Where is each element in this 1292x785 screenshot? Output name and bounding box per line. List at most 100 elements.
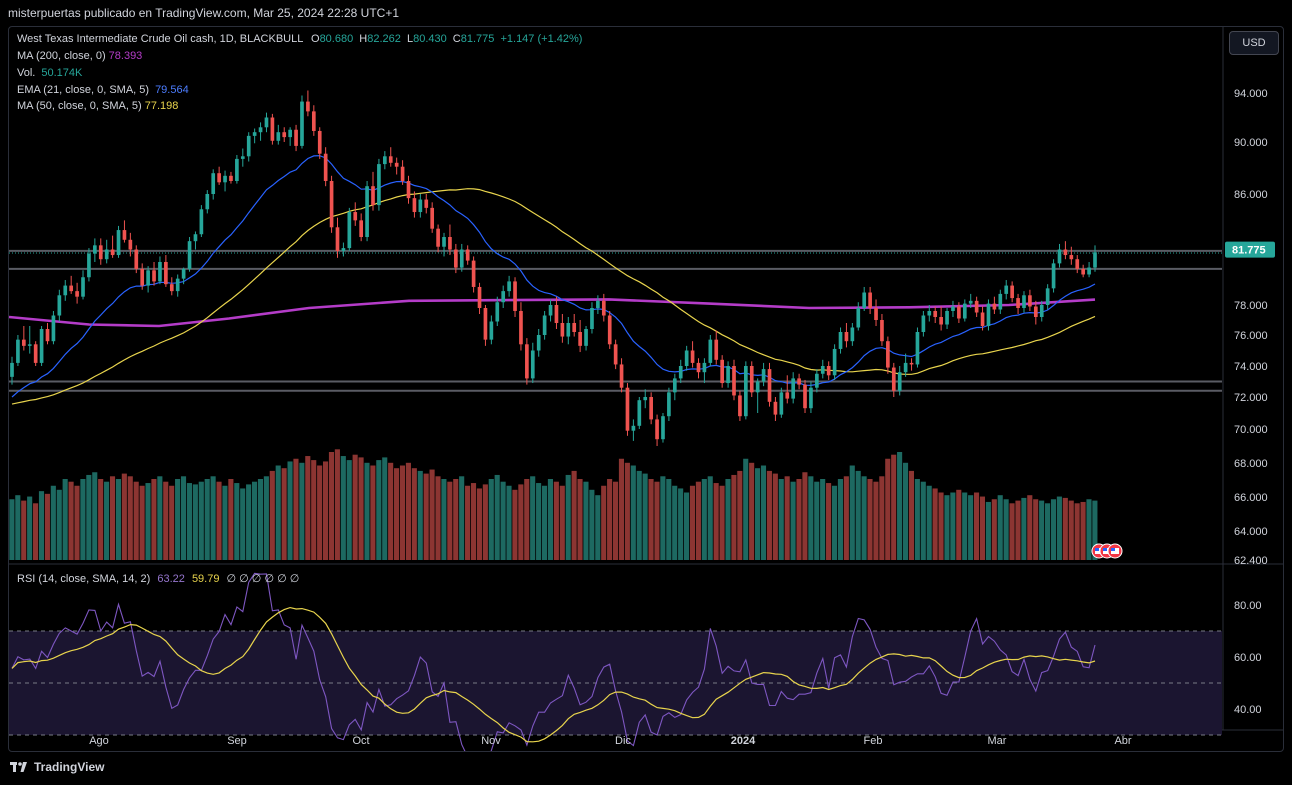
candle (252, 128, 257, 144)
candle-body (424, 199, 429, 208)
volume-bar (186, 483, 192, 560)
chart-canvas[interactable]: 94.000 90.000 86.000 78.000 76.000 74.000 72.0… (9, 27, 1283, 751)
currency-button[interactable]: USD (1229, 31, 1279, 55)
candle-body (98, 245, 103, 260)
candle (962, 299, 967, 322)
candle-body (483, 308, 488, 340)
volume-bar (269, 470, 275, 560)
volume-bar (104, 481, 110, 560)
candle (240, 148, 245, 167)
volume-bar (1044, 503, 1051, 560)
volume-bar (68, 481, 74, 560)
candle-body (311, 111, 316, 131)
candle (430, 202, 435, 233)
candle-body (649, 397, 653, 420)
volume-legend[interactable]: Vol. 50.174K (17, 65, 82, 82)
candle-body (122, 230, 127, 240)
volume-bar (707, 476, 713, 560)
footer-brand[interactable]: TradingView (10, 760, 104, 774)
candle-body (1016, 298, 1020, 308)
ema21-legend[interactable]: EMA (21, close, 0, SMA, 5) 79.564 (17, 82, 189, 99)
time-tick-label: Mar (988, 735, 1007, 747)
volume-bar (873, 481, 879, 560)
candle (927, 305, 932, 322)
candle-body (886, 341, 890, 368)
candle-body (767, 369, 772, 402)
volume-bar (512, 489, 518, 560)
candle (803, 379, 807, 413)
candle (744, 361, 748, 420)
candle-body (365, 186, 369, 238)
candle-body (329, 181, 334, 228)
candle (974, 296, 979, 317)
volume-bar (826, 483, 832, 560)
candle-body (211, 173, 216, 194)
candle-body (217, 173, 221, 183)
candle (400, 160, 405, 185)
volume-bar (121, 473, 127, 560)
volume-bar (784, 476, 790, 560)
candle-body (1004, 285, 1009, 294)
candle-body (779, 392, 784, 415)
candle-body (235, 158, 239, 181)
candle (246, 132, 251, 162)
volume-bar (660, 476, 666, 560)
candle-body (945, 311, 949, 325)
candle-body (300, 101, 304, 146)
candle (649, 392, 653, 425)
volume-bar (997, 495, 1003, 560)
rsi-tick-label: 60.00 (1234, 652, 1262, 664)
volume-bar (820, 479, 826, 560)
rsi-legend[interactable]: RSI (14, close, SMA, 14, 2) 63.22 59.79 … (17, 571, 299, 588)
ma50-label: MA (50, close, 0, SMA, 5) (17, 100, 142, 112)
volume-bar (133, 481, 139, 560)
candle (584, 326, 588, 351)
candle-body (104, 249, 109, 260)
candle-body (720, 359, 724, 384)
volume-bar (305, 456, 311, 560)
rsi-tick-label: 80.00 (1234, 600, 1262, 612)
candle-body (809, 387, 813, 409)
candle (317, 127, 322, 159)
candle (797, 373, 801, 390)
volume-bar (500, 481, 506, 560)
volume-bar (358, 457, 364, 560)
candle-body (181, 268, 186, 279)
volume-bar (725, 479, 731, 560)
volume-bar (470, 483, 477, 560)
candle (856, 302, 861, 331)
volume-bar (1003, 499, 1009, 560)
volume-bar (322, 461, 329, 560)
candle-body (87, 253, 91, 278)
volume-bar (62, 479, 68, 560)
candle (702, 358, 707, 384)
volume-bar (453, 479, 459, 560)
candle-body (957, 306, 961, 319)
candle (489, 315, 494, 345)
candle-body (323, 153, 328, 181)
volume-bar (1050, 499, 1057, 560)
ma200-value: 78.393 (108, 50, 143, 62)
volume-bar (157, 476, 163, 560)
candle-body (791, 378, 796, 399)
volume-bar (56, 489, 62, 560)
candle (560, 314, 565, 343)
volume-bar (352, 454, 358, 560)
volume-bar (618, 458, 625, 560)
price-tick-label: 70.000 (1234, 424, 1268, 436)
chart-frame[interactable]: 94.000 90.000 86.000 78.000 76.000 74.000 72.0… (8, 26, 1284, 752)
volume-bar (950, 492, 956, 560)
volume-bar (50, 485, 56, 560)
candle-body (412, 198, 417, 213)
candle-body (891, 367, 896, 391)
symbol-title[interactable]: West Texas Intermediate Crude Oil cash, … (17, 33, 303, 45)
candle (590, 302, 594, 334)
ma50-legend[interactable]: MA (50, close, 0, SMA, 5) 77.198 (17, 98, 178, 115)
footer-brand-label: TradingView (34, 760, 105, 774)
candle-body (465, 249, 470, 261)
candle-body (755, 381, 760, 393)
volume-bar (334, 449, 340, 560)
ma200-legend[interactable]: MA (200, close, 0) 78.393 (17, 48, 142, 65)
candle (454, 243, 458, 274)
volume-bar (92, 472, 98, 560)
